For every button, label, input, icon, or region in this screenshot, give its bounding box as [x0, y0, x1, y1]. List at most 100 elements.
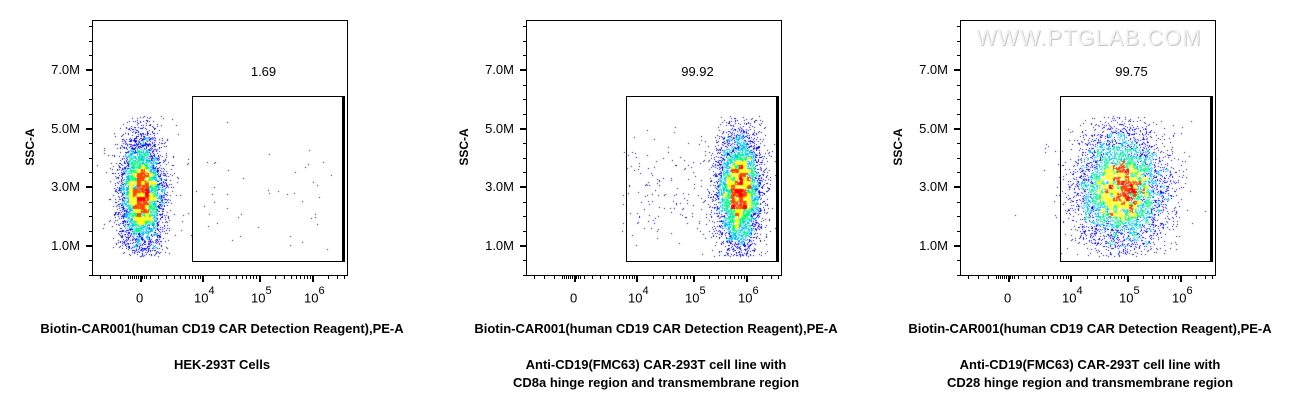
y-minor-tick — [957, 99, 960, 100]
x-major-tick — [1070, 276, 1072, 282]
x-tick-base: 10 — [1119, 290, 1134, 306]
x-minor-tick — [771, 276, 772, 279]
x-minor-tick — [1012, 276, 1013, 279]
x-tick-exponent: 4 — [208, 285, 215, 297]
x-minor-tick — [1104, 276, 1105, 279]
gate-rectangle — [192, 96, 345, 262]
gate-rectangle — [626, 96, 779, 262]
x-tick-label: 104 — [194, 285, 215, 306]
x-minor-tick — [229, 276, 230, 279]
x-minor-tick — [300, 276, 301, 279]
x-minor-tick — [592, 276, 593, 279]
y-minor-tick — [957, 55, 960, 56]
x-minor-tick — [1087, 276, 1088, 279]
y-minor-tick — [523, 246, 526, 247]
y-minor-tick — [523, 55, 526, 56]
y-minor-tick — [89, 70, 92, 71]
x-axis-title: Biotin-CAR001(human CD19 CAR Detection R… — [908, 321, 1272, 336]
x-minor-tick — [978, 276, 979, 279]
x-tick-exponent: 4 — [642, 285, 649, 297]
y-tick-label: 3.0M — [51, 179, 80, 194]
x-axis-title: Biotin-CAR001(human CD19 CAR Detection R… — [40, 321, 404, 336]
x-minor-tick — [310, 276, 311, 279]
x-minor-tick — [718, 276, 719, 279]
y-tick-label: 1.0M — [485, 238, 514, 253]
x-tick-base: 10 — [628, 290, 643, 306]
x-minor-tick — [253, 276, 254, 279]
panel-caption: HEK-293T Cells — [22, 356, 422, 374]
x-minor-tick — [988, 276, 989, 279]
caption-line-1: Anti-CD19(FMC63) CAR-293T cell line with — [959, 357, 1221, 372]
x-major-tick — [140, 276, 142, 282]
x-minor-tick — [623, 276, 624, 279]
x-minor-tick — [619, 276, 620, 279]
y-minor-tick — [523, 216, 526, 217]
x-minor-tick — [192, 276, 193, 279]
y-minor-tick — [523, 99, 526, 100]
x-minor-tick — [1026, 276, 1027, 279]
x-minor-tick — [219, 276, 220, 279]
x-tick-label: 106 — [304, 285, 325, 305]
x-tick-label: 105 — [1119, 285, 1140, 306]
y-minor-tick — [957, 41, 960, 42]
x-minor-tick — [198, 276, 199, 279]
x-minor-tick — [996, 276, 997, 279]
y-tick-label: 7.0M — [919, 62, 948, 77]
x-minor-tick — [1004, 276, 1005, 279]
x-minor-tick — [142, 276, 143, 279]
gate-percentage: 99.92 — [681, 64, 714, 79]
x-minor-tick — [1060, 276, 1061, 279]
x-major-tick — [746, 276, 748, 282]
x-tick-base: 0 — [136, 290, 144, 306]
y-minor-tick — [523, 260, 526, 261]
density-dot-plot — [527, 21, 783, 277]
y-minor-tick — [89, 172, 92, 173]
x-minor-tick — [670, 276, 671, 279]
x-minor-tick — [174, 276, 175, 279]
x-minor-tick — [1118, 276, 1119, 279]
y-major-tick — [86, 128, 92, 130]
x-minor-tick — [968, 276, 969, 279]
x-minor-tick — [1159, 276, 1160, 279]
x-tick-label: 0 — [136, 288, 143, 305]
y-minor-tick — [89, 85, 92, 86]
panel-caption: Anti-CD19(FMC63) CAR-293T cell line with… — [456, 356, 856, 392]
x-minor-tick — [634, 276, 635, 279]
x-tick-label: 104 — [1062, 285, 1083, 306]
x-minor-tick — [1010, 276, 1011, 279]
y-minor-tick — [957, 158, 960, 159]
y-minor-tick — [957, 231, 960, 232]
x-minor-tick — [158, 276, 159, 279]
x-minor-tick — [1066, 276, 1067, 279]
x-tick-base: 10 — [1062, 290, 1077, 306]
x-minor-tick — [284, 276, 285, 279]
x-tick-base: 10 — [738, 290, 753, 306]
x-tick-base: 10 — [194, 290, 209, 306]
y-tick-label: 1.0M — [919, 238, 948, 253]
gate-percentage: 1.69 — [250, 64, 277, 79]
x-minor-tick — [180, 276, 181, 279]
x-minor-tick — [189, 276, 190, 279]
x-minor-tick — [1124, 276, 1125, 279]
x-tick-exponent: 5 — [265, 285, 272, 297]
y-minor-tick — [957, 202, 960, 203]
x-major-tick — [636, 276, 638, 282]
x-minor-tick — [629, 276, 630, 279]
y-minor-tick — [523, 275, 526, 276]
caption-line-1: HEK-293T Cells — [173, 357, 271, 372]
y-minor-tick — [89, 202, 92, 203]
x-minor-tick — [1178, 276, 1179, 279]
x-minor-tick — [762, 276, 763, 279]
x-major-tick — [259, 276, 261, 282]
x-minor-tick — [1068, 276, 1069, 279]
x-tick-label: 106 — [1172, 285, 1193, 305]
y-minor-tick — [89, 187, 92, 188]
x-minor-tick — [344, 276, 345, 279]
y-minor-tick — [957, 85, 960, 86]
x-minor-tick — [296, 276, 297, 279]
x-minor-tick — [626, 276, 627, 279]
y-minor-tick — [957, 114, 960, 115]
x-minor-tick — [738, 276, 739, 279]
y-tick-label: 3.0M — [919, 179, 948, 194]
